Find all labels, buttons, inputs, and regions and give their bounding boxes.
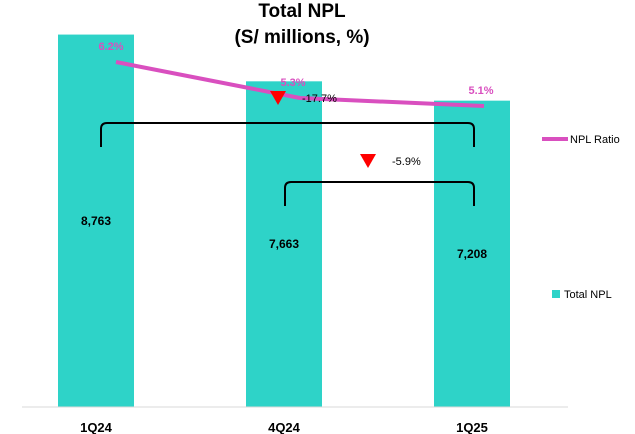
bar-label-1q25: 7,208	[457, 247, 487, 261]
bar-label-4q24: 7,663	[269, 237, 299, 251]
ratio-value-labels: 6.2% 5.3% 5.1%	[98, 41, 493, 97]
change-annotations: -17.7% -5.9%	[100, 91, 475, 206]
legend: NPL Ratio Total NPL	[542, 134, 620, 301]
change-bracket-2	[284, 181, 475, 206]
ratio-line	[115, 60, 485, 108]
legend-label-npl-ratio: NPL Ratio	[570, 134, 620, 146]
ratio-label-4q24: 5.3%	[280, 77, 305, 89]
category-labels: 1Q24 4Q24 1Q25	[80, 420, 488, 434]
ratio-series	[115, 60, 485, 108]
category-label-1q24: 1Q24	[80, 420, 113, 434]
change-bracket-1	[100, 122, 475, 147]
down-triangle-icon	[270, 91, 286, 105]
bar-label-1q24: 8,763	[81, 214, 111, 228]
chart-title: Total NPL	[258, 1, 346, 22]
down-triangle-icon	[360, 154, 376, 168]
change-label-1: -17.7%	[302, 93, 337, 105]
bar-series	[58, 34, 510, 407]
category-label-1q25: 1Q25	[456, 420, 488, 434]
bar-4q24	[246, 81, 322, 407]
bar-1q24	[58, 34, 134, 407]
bar-value-labels: 8,763 7,663 7,208	[81, 214, 487, 261]
change-label-2: -5.9%	[392, 156, 421, 168]
legend-swatch-total-npl	[552, 290, 560, 298]
category-label-4q24: 4Q24	[268, 420, 301, 434]
ratio-label-1q24: 6.2%	[98, 41, 123, 53]
ratio-label-1q25: 5.1%	[468, 85, 493, 97]
legend-label-total-npl: Total NPL	[564, 289, 612, 301]
chart-subtitle: (S/ millions, %)	[234, 27, 369, 48]
bar-1q25	[434, 100, 510, 407]
